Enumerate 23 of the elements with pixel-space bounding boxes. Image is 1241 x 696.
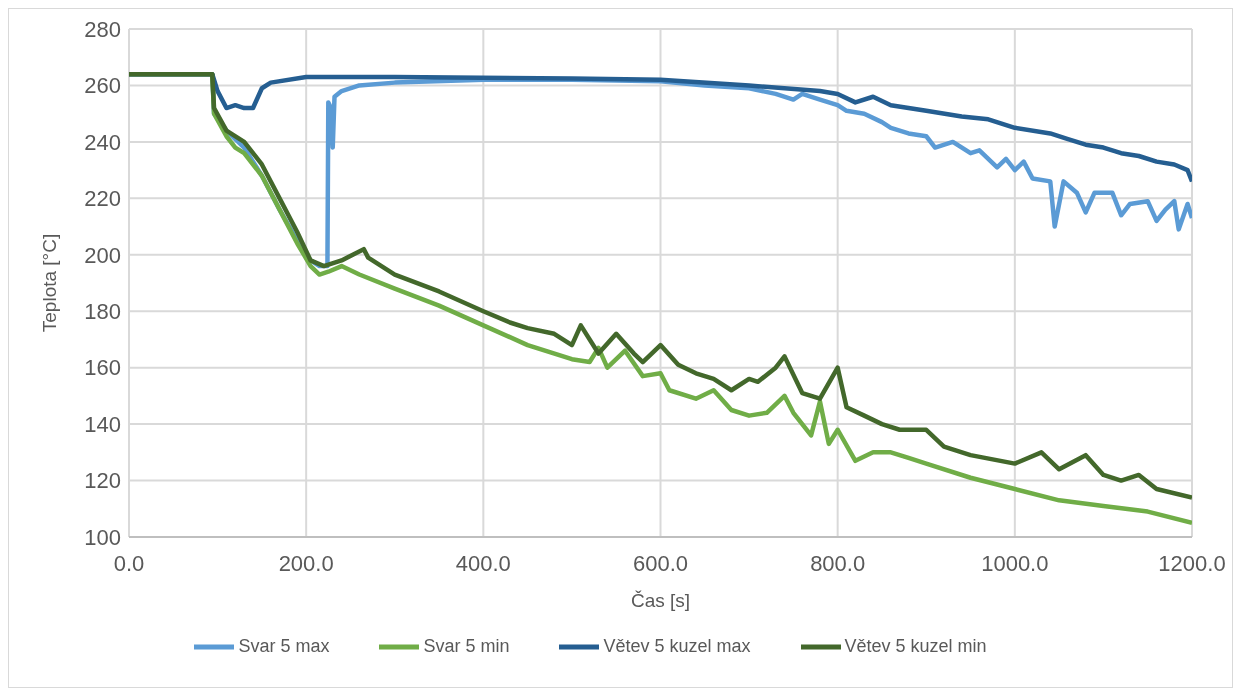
y-axis-title: Teplota [°C]	[38, 233, 60, 333]
y-tick-label: 240	[84, 129, 121, 155]
x-tick-label: 600.0	[632, 550, 689, 576]
legend-label: Svar 5 max	[238, 635, 330, 656]
y-tick-label: 200	[84, 242, 121, 268]
y-tick-label: 140	[84, 411, 121, 437]
y-tick-label: 260	[84, 73, 121, 99]
y-tick-label: 100	[84, 524, 121, 550]
y-tick-label: 180	[84, 299, 121, 325]
x-axis-title: Čas [s]	[630, 590, 691, 611]
x-tick-label: 200.0	[278, 550, 334, 576]
y-tick-label: 220	[84, 186, 121, 212]
x-tick-label: 0.0	[113, 550, 145, 576]
legend-label: Svar 5 min	[423, 635, 510, 656]
x-tick-label: 800.0	[810, 550, 866, 576]
legend-label: Větev 5 kuzel max	[603, 635, 751, 656]
x-tick-label: 400.0	[455, 550, 511, 576]
x-tick-label: 1000.0	[981, 550, 1049, 576]
y-tick-label: 120	[84, 468, 121, 494]
y-tick-label: 160	[84, 355, 121, 381]
x-tick-label: 1200.0	[1158, 550, 1226, 576]
y-tick-label: 280	[84, 16, 121, 42]
legend-label: Větev 5 kuzel min	[844, 635, 987, 656]
